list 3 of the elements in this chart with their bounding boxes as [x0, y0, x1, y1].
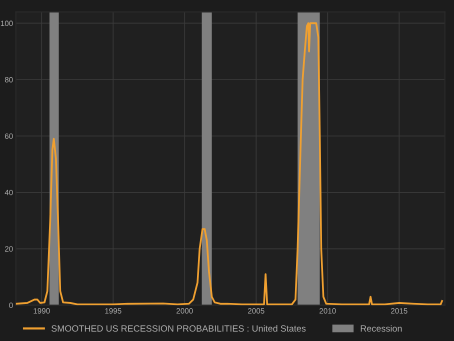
legend-label: Recession — [360, 325, 402, 332]
line-series — [16, 22, 443, 306]
legend-label: SMOOTHED US RECESSION PROBABILITIES : United States — [52, 325, 306, 332]
